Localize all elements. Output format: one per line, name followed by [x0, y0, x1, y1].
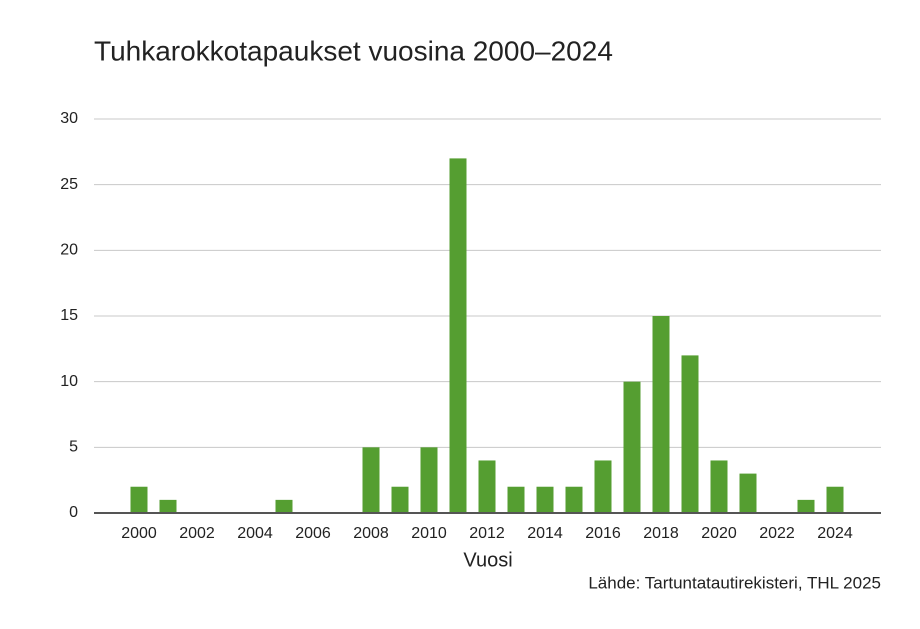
bar	[449, 158, 467, 513]
bar	[623, 381, 641, 513]
chart-title: Tuhkarokkotapaukset vuosina 2000–2024	[94, 35, 613, 66]
bar	[710, 460, 728, 513]
x-tick-label: 2010	[411, 525, 447, 542]
y-tick-label: 20	[60, 242, 78, 259]
y-tick-label: 15	[60, 307, 78, 324]
x-tick-label: 2000	[121, 525, 157, 542]
bar	[507, 486, 525, 513]
bar	[536, 486, 554, 513]
x-tick-label: 2018	[643, 525, 679, 542]
x-axis-label: Vuosi	[463, 549, 512, 571]
y-tick-label: 0	[69, 504, 78, 521]
bar	[797, 499, 815, 513]
x-tick-label: 2014	[527, 525, 563, 542]
source-note: Lähde: Tartuntatautirekisteri, THL 2025	[588, 573, 881, 592]
bar	[130, 486, 148, 513]
bar	[565, 486, 583, 513]
x-tick-label: 2002	[179, 525, 215, 542]
bar	[652, 316, 670, 513]
bar	[739, 473, 757, 513]
bar	[826, 486, 844, 513]
bar	[275, 499, 293, 513]
x-tick-label: 2008	[353, 525, 389, 542]
x-tick-label: 2012	[469, 525, 505, 542]
bar	[159, 499, 177, 513]
y-tick-label: 30	[60, 110, 78, 127]
y-tick-label: 25	[60, 176, 78, 193]
x-tick-label: 2016	[585, 525, 621, 542]
x-tick-label: 2022	[759, 525, 795, 542]
x-tick-label: 2024	[817, 525, 853, 542]
bar	[478, 460, 496, 513]
bar	[391, 486, 409, 513]
bar	[362, 447, 380, 513]
x-tick-label: 2004	[237, 525, 273, 542]
bar	[594, 460, 612, 513]
x-tick-label: 2006	[295, 525, 331, 542]
y-tick-label: 5	[69, 439, 78, 456]
bar	[681, 355, 699, 513]
x-tick-label: 2020	[701, 525, 737, 542]
bar	[420, 447, 438, 513]
y-tick-label: 10	[60, 373, 78, 390]
